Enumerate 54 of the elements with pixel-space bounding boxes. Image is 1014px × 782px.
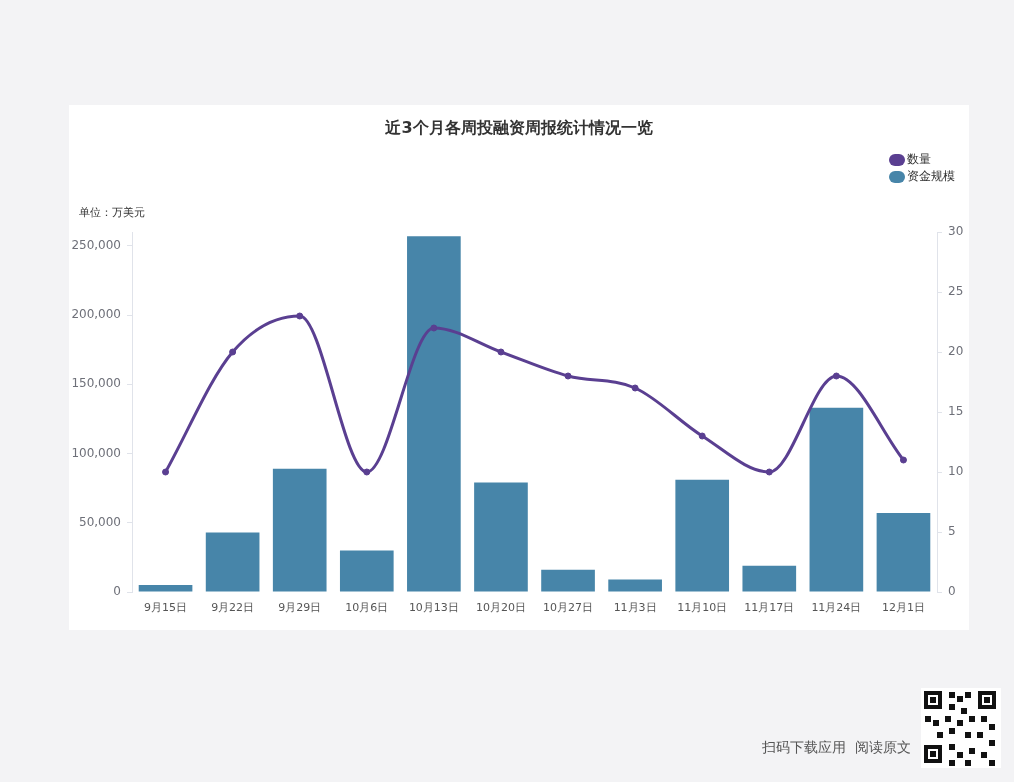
point bbox=[899, 456, 907, 464]
y2-tick-label: 10 bbox=[948, 464, 964, 479]
bar bbox=[809, 407, 864, 592]
point bbox=[497, 348, 505, 356]
y-tick-label: 250,000 bbox=[71, 237, 121, 252]
x-tick-label: 10月20日 bbox=[475, 601, 526, 615]
y2-tick-label: 25 bbox=[948, 284, 964, 299]
y-tick-label: 150,000 bbox=[71, 376, 121, 391]
x-tick-label: 11月24日 bbox=[811, 601, 862, 615]
point bbox=[631, 384, 639, 392]
x-tick-label: 10月27日 bbox=[543, 601, 594, 615]
point bbox=[229, 348, 237, 356]
bar bbox=[339, 550, 394, 592]
bar bbox=[474, 482, 528, 592]
legend-label: 数量 bbox=[907, 152, 931, 167]
x-tick-label: 10月6日 bbox=[345, 601, 389, 615]
text: 扫码下载应用 阅读原文 bbox=[762, 738, 911, 756]
point bbox=[363, 468, 371, 476]
y2-tick-label: 20 bbox=[948, 344, 964, 359]
x-tick-label: 11月3日 bbox=[613, 601, 657, 615]
bar bbox=[675, 479, 730, 592]
bar bbox=[608, 579, 662, 592]
x-tick-label: 10月13日 bbox=[408, 601, 459, 615]
point bbox=[296, 312, 304, 320]
y-tick-label: 0 bbox=[113, 584, 121, 599]
bar bbox=[876, 513, 931, 592]
y2-tick-label: 0 bbox=[948, 584, 956, 599]
legend-label: 资金规模 bbox=[907, 169, 955, 184]
point bbox=[564, 372, 572, 380]
x-tick-label: 12月1日 bbox=[881, 601, 925, 615]
bar bbox=[541, 569, 595, 592]
x-tick-label: 9月29日 bbox=[278, 601, 322, 615]
y-tick-label: 200,000 bbox=[71, 307, 121, 322]
point bbox=[162, 468, 170, 476]
y2-tick-label: 15 bbox=[948, 404, 964, 419]
x-tick-label: 11月10日 bbox=[677, 601, 728, 615]
point bbox=[765, 468, 773, 476]
y-axis-title: 单位：万美元 bbox=[79, 205, 145, 219]
x-tick-label: 9月22日 bbox=[211, 601, 255, 615]
y2-tick-label: 30 bbox=[948, 224, 964, 239]
x-tick-label: 11月17日 bbox=[744, 601, 795, 615]
bar bbox=[138, 585, 193, 592]
bar bbox=[205, 532, 260, 592]
chart-title: 近3个月各周投融资周报统计情况一览 bbox=[384, 118, 653, 138]
point bbox=[698, 432, 706, 440]
y-tick-label: 100,000 bbox=[71, 445, 121, 460]
point bbox=[430, 324, 438, 332]
x-tick-label: 9月15日 bbox=[144, 601, 188, 615]
y2-tick-label: 5 bbox=[948, 524, 956, 539]
bar bbox=[407, 236, 461, 592]
bar bbox=[742, 565, 797, 592]
point bbox=[832, 372, 840, 380]
y-tick-label: 50,000 bbox=[79, 514, 121, 529]
bar bbox=[272, 468, 327, 592]
